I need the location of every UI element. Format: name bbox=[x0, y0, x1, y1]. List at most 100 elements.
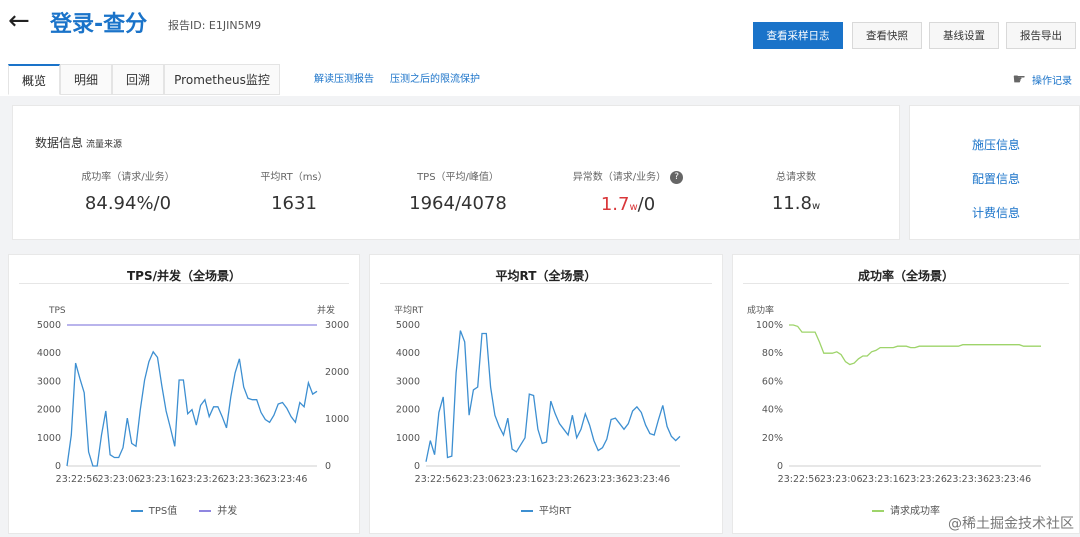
tab-overview[interactable]: 概览 bbox=[8, 64, 60, 95]
y-tick-label: 1000 bbox=[396, 433, 420, 444]
y-axis-label: 成功率 bbox=[747, 304, 774, 316]
x-tick-label: 23:23:06 bbox=[457, 474, 500, 485]
chart-legend: TPS值 并发 bbox=[9, 502, 359, 517]
chart-legend: 平均RT bbox=[370, 502, 722, 517]
metric-value: 84.94%/0 bbox=[84, 193, 172, 214]
y-tick-label: 5000 bbox=[37, 320, 61, 331]
legend-tps[interactable]: TPS值 bbox=[130, 502, 177, 517]
y-axis-label: 平均RT bbox=[394, 304, 424, 316]
y-tick-label: 60% bbox=[762, 376, 783, 387]
x-tick-label: 23:23:36 bbox=[223, 474, 266, 485]
y-axis-label: TPS bbox=[48, 306, 66, 316]
y-tick-label: 2000 bbox=[396, 405, 420, 416]
y-tick-label: 5000 bbox=[396, 320, 420, 331]
x-tick-label: 23:23:46 bbox=[265, 474, 308, 485]
x-tick-label: 23:22:56 bbox=[778, 474, 821, 485]
y-tick-label: 40% bbox=[762, 405, 783, 416]
metric-label: 成功率（请求/业务） bbox=[81, 172, 175, 183]
export-report-button[interactable]: 报告导出 bbox=[1006, 22, 1076, 49]
legend-label-concurrency: 并发 bbox=[217, 506, 238, 517]
metric-value: 1964/4078 bbox=[409, 193, 507, 214]
data-info-heading: 数据信息 bbox=[35, 136, 84, 150]
load-info-link[interactable]: 施压信息 bbox=[972, 138, 1021, 152]
page-title: 登录-查分 bbox=[50, 12, 148, 37]
tps-concurrency-chart: TPS 并发 0 1000 2000 3000 4000 5000 0 1000 2000 3000 2… bbox=[37, 304, 349, 485]
x-tick-label: 23:23:26 bbox=[542, 474, 585, 485]
y-tick-label: 2000 bbox=[37, 405, 61, 416]
tab-trace-back[interactable]: 回溯 bbox=[112, 64, 164, 95]
chart-title: 平均RT（全场景） bbox=[495, 269, 597, 283]
x-tick-label: 23:23:16 bbox=[139, 474, 182, 485]
y-tick-label: 4000 bbox=[37, 348, 61, 359]
chart-title: 成功率（全场景） bbox=[857, 269, 954, 283]
y2-tick-label: 3000 bbox=[325, 320, 349, 331]
tps-chart-panel: TPS/并发（全场景） TPS 并发 0 1000 2000 3000 4000 5000 0 1… bbox=[8, 254, 360, 534]
arrow-left-icon[interactable]: ← bbox=[8, 6, 30, 36]
metric-label: 总请求数 bbox=[776, 172, 816, 183]
success-chart-panel: 成功率（全场景） 成功率 0 20% 40% 60% 80% 100% 23:22:56 23:… bbox=[732, 254, 1080, 534]
divider bbox=[19, 283, 349, 284]
operation-record-label: 操作记录 bbox=[1032, 75, 1072, 87]
y-tick-label: 0 bbox=[55, 461, 61, 472]
config-info-link[interactable]: 配置信息 bbox=[972, 172, 1021, 186]
data-info-title: 数据信息 流量来源 bbox=[35, 134, 122, 151]
rate-limit-protection-link[interactable]: 压测之后的限流保护 bbox=[390, 74, 480, 85]
metric-value: 1631 bbox=[271, 193, 317, 214]
divider bbox=[743, 283, 1069, 284]
x-tick-label: 23:23:36 bbox=[946, 474, 989, 485]
metric-total-requests: 总请求数 11.8w bbox=[711, 168, 881, 214]
metric-value: 1.7w/0 bbox=[543, 194, 713, 215]
legend-success[interactable]: 请求成功率 bbox=[872, 502, 940, 517]
total-value: 11.8 bbox=[771, 193, 812, 214]
rt-chart-panel: 平均RT（全场景） 平均RT 0 1000 2000 3000 4000 5000 23:22… bbox=[369, 254, 723, 534]
y-tick-label: 0 bbox=[777, 461, 783, 472]
chart-legend: 请求成功率 bbox=[733, 502, 1079, 517]
y-tick-label: 20% bbox=[762, 433, 783, 444]
baseline-settings-button[interactable]: 基线设置 bbox=[929, 22, 999, 49]
x-tick-label: 23:23:46 bbox=[989, 474, 1032, 485]
y-tick-label: 4000 bbox=[396, 348, 420, 359]
tab-details[interactable]: 明细 bbox=[60, 64, 112, 95]
view-snapshot-button[interactable]: 查看快照 bbox=[852, 22, 922, 49]
total-unit: w bbox=[811, 201, 821, 212]
x-tick-label: 23:22:56 bbox=[56, 474, 99, 485]
x-tick-label: 23:23:16 bbox=[862, 474, 905, 485]
hand-pointer-icon: ☛ bbox=[1012, 70, 1026, 88]
y-tick-label: 100% bbox=[756, 320, 783, 331]
chart-title: TPS/并发（全场景） bbox=[126, 269, 241, 283]
legend-concurrency[interactable]: 并发 bbox=[199, 502, 237, 517]
x-tick-label: 23:23:16 bbox=[500, 474, 543, 485]
metric-value: 11.8w bbox=[711, 193, 881, 214]
y2-tick-label: 0 bbox=[325, 461, 331, 472]
operation-record-link[interactable]: ☛ 操作记录 bbox=[1013, 70, 1072, 88]
interpret-report-link[interactable]: 解读压测报告 bbox=[314, 74, 374, 85]
tab-prometheus[interactable]: Prometheus监控 bbox=[164, 64, 280, 95]
legend-rt[interactable]: 平均RT bbox=[520, 502, 572, 517]
x-tick-label: 23:23:06 bbox=[820, 474, 863, 485]
y-tick-label: 0 bbox=[414, 461, 420, 472]
metric-success-rate: 成功率（请求/业务） 84.94%/0 bbox=[43, 168, 213, 214]
metric-avg-rt: 平均RT（ms） 1631 bbox=[209, 168, 379, 214]
report-id: 报告ID: E1JIN5M9 bbox=[168, 19, 262, 32]
divider bbox=[380, 283, 712, 284]
view-sampling-log-button[interactable]: 查看采样日志 bbox=[753, 22, 843, 49]
x-tick-label: 23:23:06 bbox=[97, 474, 140, 485]
errors-label-text: 异常数（请求/业务） bbox=[572, 172, 667, 183]
question-mark-icon[interactable]: ? bbox=[670, 170, 684, 184]
series-line-1 bbox=[789, 324, 1041, 366]
metric-label: 平均RT（ms） bbox=[260, 172, 328, 183]
y-tick-label: 3000 bbox=[396, 376, 420, 387]
y-tick-label: 3000 bbox=[37, 376, 61, 387]
metric-tps: TPS（平均/峰值） 1964/4078 bbox=[373, 168, 543, 214]
y2-tick-label: 2000 bbox=[325, 367, 349, 378]
y-tick-label: 80% bbox=[762, 348, 783, 359]
metric-label: TPS（平均/峰值） bbox=[417, 172, 499, 183]
avg-rt-chart: 平均RT 0 1000 2000 3000 4000 5000 23:22:56 23:23:0… bbox=[394, 304, 681, 485]
traffic-source-label: 流量来源 bbox=[86, 140, 123, 150]
x-tick-label: 23:23:26 bbox=[181, 474, 224, 485]
x-tick-label: 23:22:56 bbox=[415, 474, 458, 485]
metric-errors: 异常数（请求/业务）? 1.7w/0 bbox=[543, 168, 713, 215]
billing-info-link[interactable]: 计费信息 bbox=[972, 206, 1021, 220]
legend-label-rt: 平均RT bbox=[538, 506, 572, 517]
